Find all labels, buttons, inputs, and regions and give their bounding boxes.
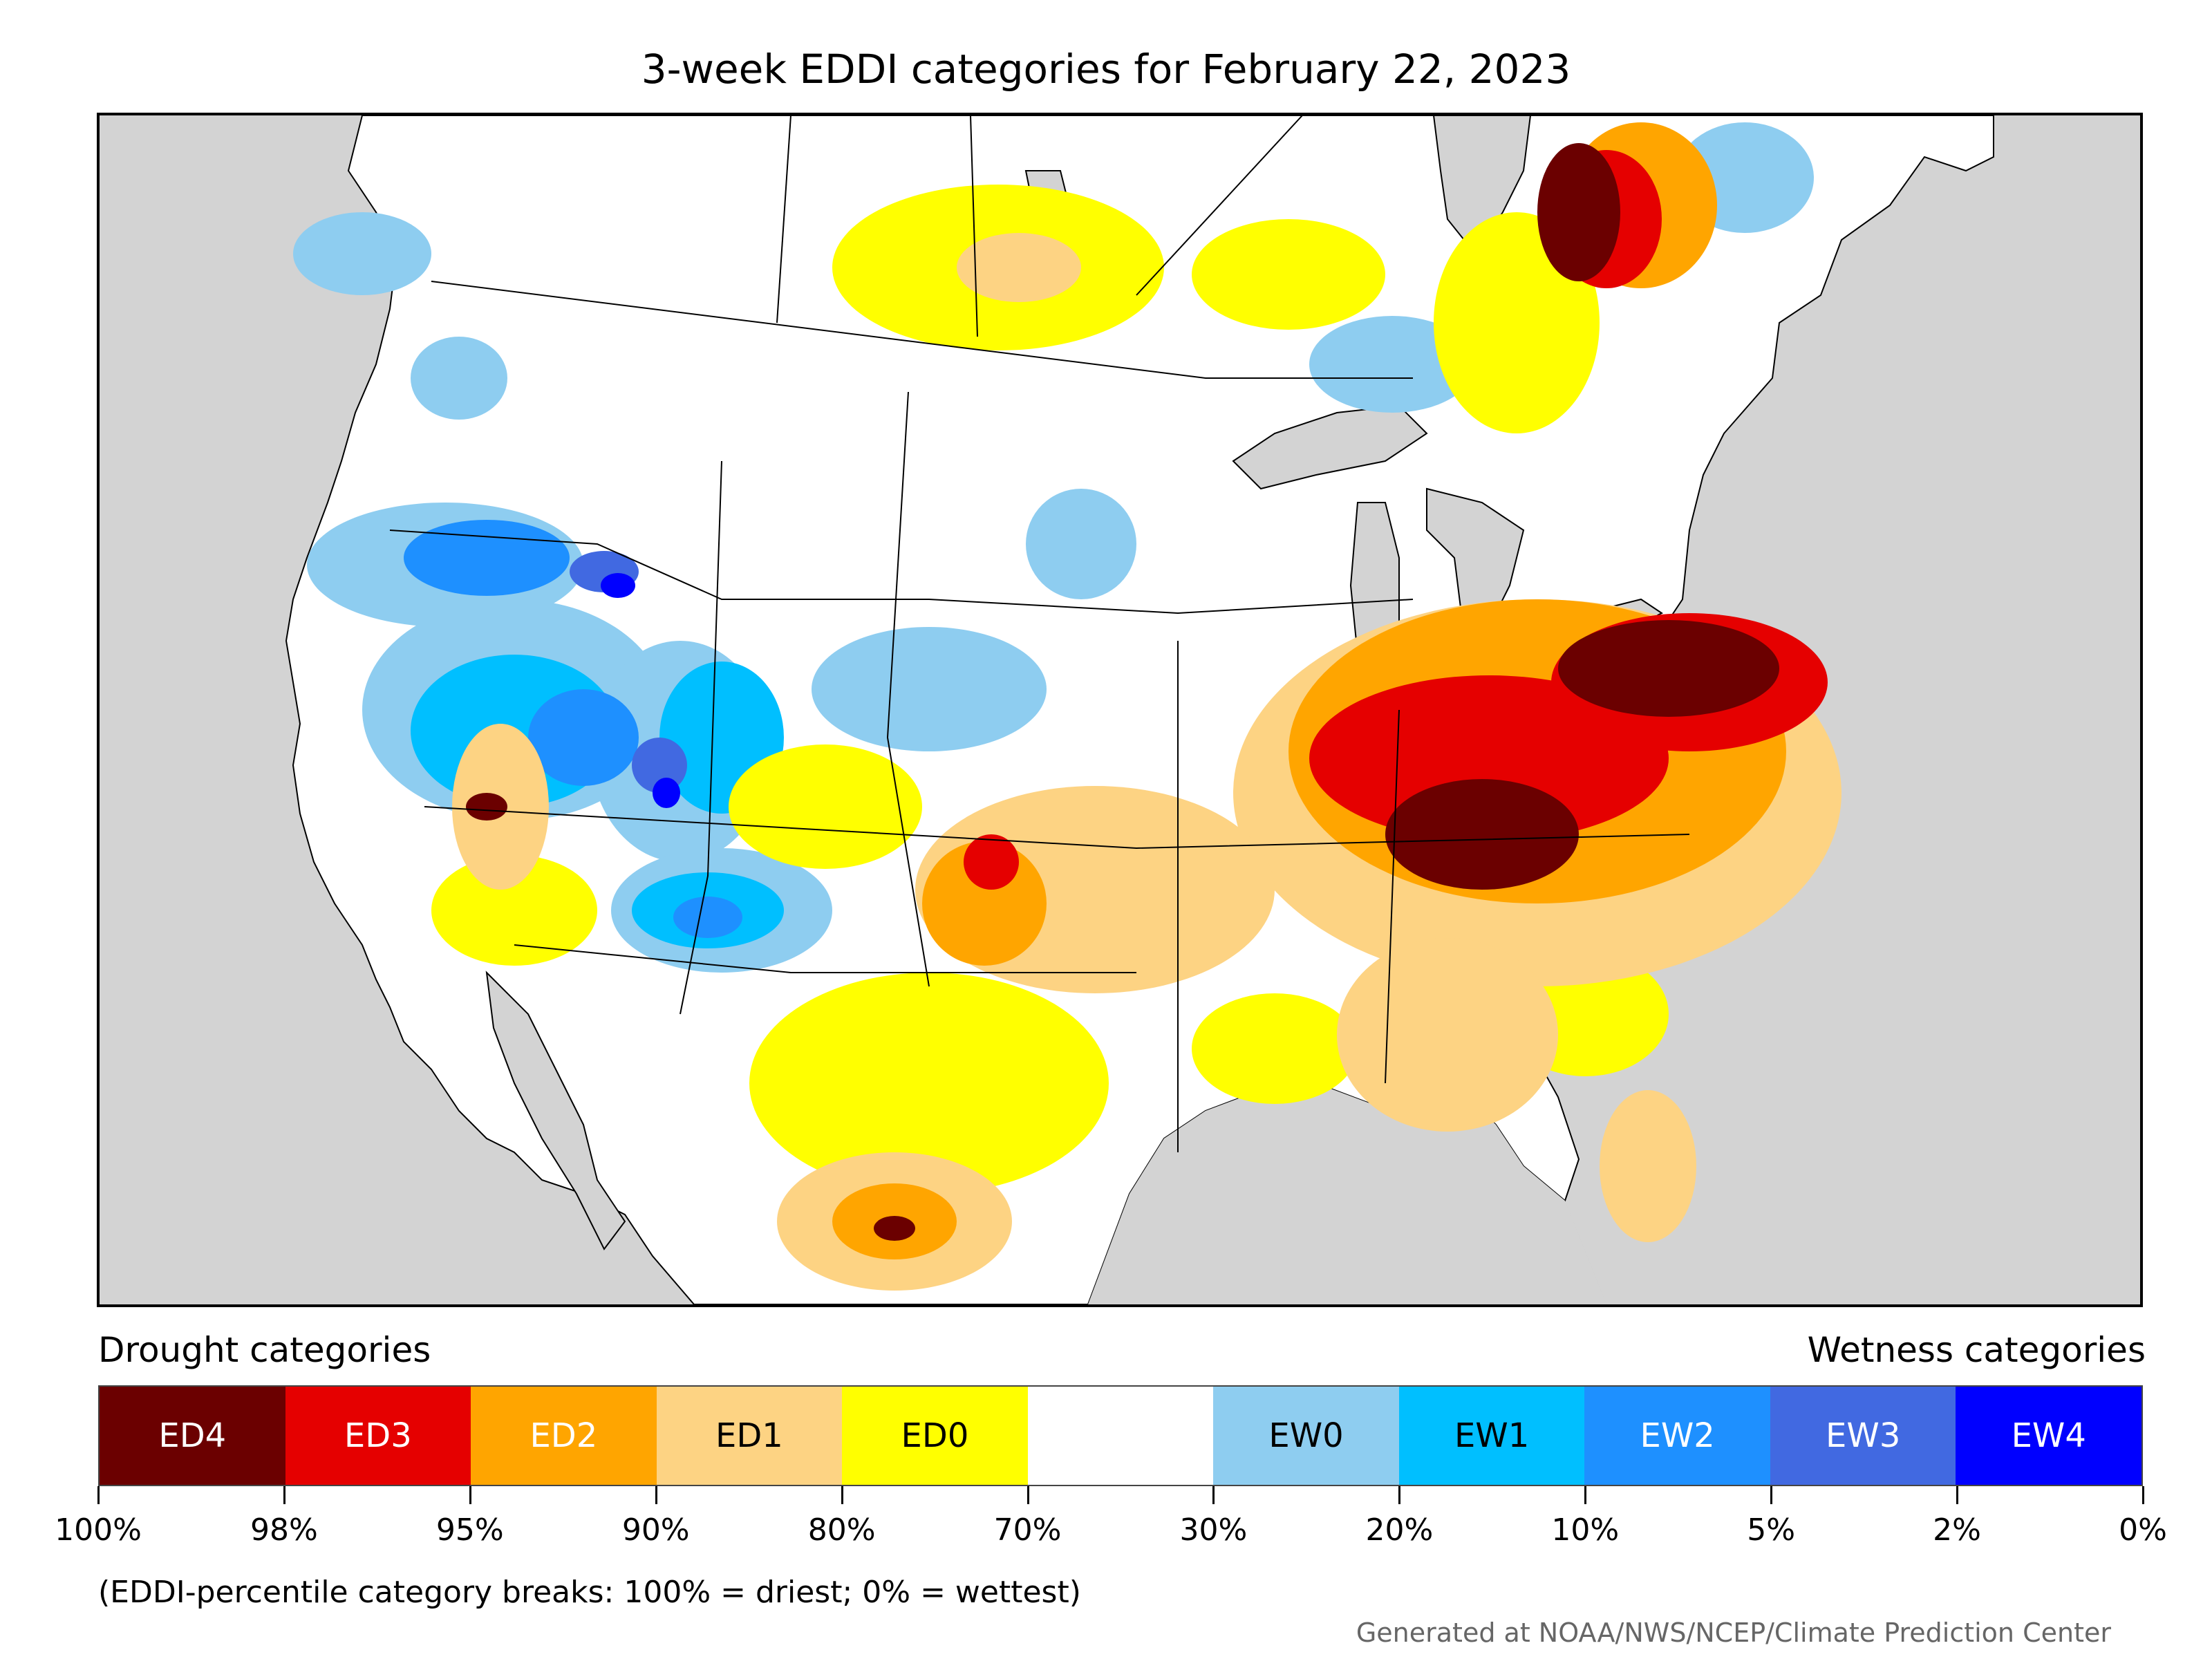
colorbar-tick xyxy=(1027,1486,1029,1504)
map-canvas xyxy=(285,115,1994,1304)
colorbar-tick xyxy=(2142,1486,2144,1504)
category-breaks-note: (EDDI-percentile category breaks: 100% =… xyxy=(98,1575,1081,1610)
colorbar-tick xyxy=(1770,1486,1773,1504)
colorbar-tick-label: 0% xyxy=(2119,1512,2167,1548)
legend-swatch-ew1: EW1 xyxy=(1398,1387,1585,1485)
legend-swatch-ed1: ED1 xyxy=(656,1387,843,1485)
legend-swatch-ew3: EW3 xyxy=(1770,1387,1956,1485)
colorbar-tick xyxy=(1584,1486,1587,1504)
category-colorbar: ED4 ED3 ED2 ED1 ED0 EW0 EW1 EW2 EW3 EW4 xyxy=(98,1385,2143,1486)
colorbar-tick xyxy=(841,1486,843,1504)
drought-regions xyxy=(431,122,1841,1291)
colorbar-tick-label: 2% xyxy=(1933,1512,1981,1548)
colorbar-tick xyxy=(1956,1486,1959,1504)
colorbar-tick xyxy=(1212,1486,1215,1504)
colorbar-tick-label: 98% xyxy=(250,1512,318,1548)
credit-line: Generated at NOAA/NWS/NCEP/Climate Predi… xyxy=(1356,1618,2111,1648)
colorbar-tick-label: 80% xyxy=(807,1512,876,1548)
map-title: 3-week EDDI categories for February 22, … xyxy=(641,46,1571,93)
legend-swatch-ed2: ED2 xyxy=(471,1387,657,1485)
colorbar-tick-label: 5% xyxy=(1747,1512,1796,1548)
colorbar-tick-label: 100% xyxy=(55,1512,142,1548)
colorbar-tick-label: 90% xyxy=(621,1512,690,1548)
colorbar-tick-label: 30% xyxy=(1179,1512,1248,1548)
legend-swatch-ew0: EW0 xyxy=(1213,1387,1399,1485)
gulf-of-california xyxy=(485,971,626,1250)
colorbar-tick-label: 95% xyxy=(435,1512,504,1548)
legend-swatch-ew2: EW2 xyxy=(1584,1387,1770,1485)
colorbar-ticks xyxy=(97,1486,2144,1507)
colorbar-tick-label: 20% xyxy=(1365,1512,1434,1548)
colorbar-tick xyxy=(1398,1486,1401,1504)
colorbar-tick xyxy=(97,1486,100,1504)
legend-swatch-ed3: ED3 xyxy=(285,1387,471,1485)
legend-swatch-ew4: EW4 xyxy=(1956,1387,2142,1485)
colorbar-tick-label: 70% xyxy=(993,1512,1062,1548)
wetness-categories-heading: Wetness categories xyxy=(1807,1330,2146,1370)
legend-swatch-ed4: ED4 xyxy=(100,1387,285,1485)
boundaries xyxy=(389,115,1690,1152)
colorbar-tick-label: 10% xyxy=(1551,1512,1620,1548)
gulf-of-mexico xyxy=(1088,1083,1606,1304)
legend-swatch-ed0: ED0 xyxy=(842,1387,1028,1485)
colorbar-tick xyxy=(283,1486,285,1504)
drought-categories-heading: Drought categories xyxy=(98,1330,431,1370)
colorbar-tick xyxy=(469,1486,471,1504)
legend-swatch-normal xyxy=(1027,1387,1214,1485)
lake-superior xyxy=(1232,404,1428,490)
eddi-map xyxy=(97,113,2143,1307)
colorbar-tick xyxy=(655,1486,657,1504)
